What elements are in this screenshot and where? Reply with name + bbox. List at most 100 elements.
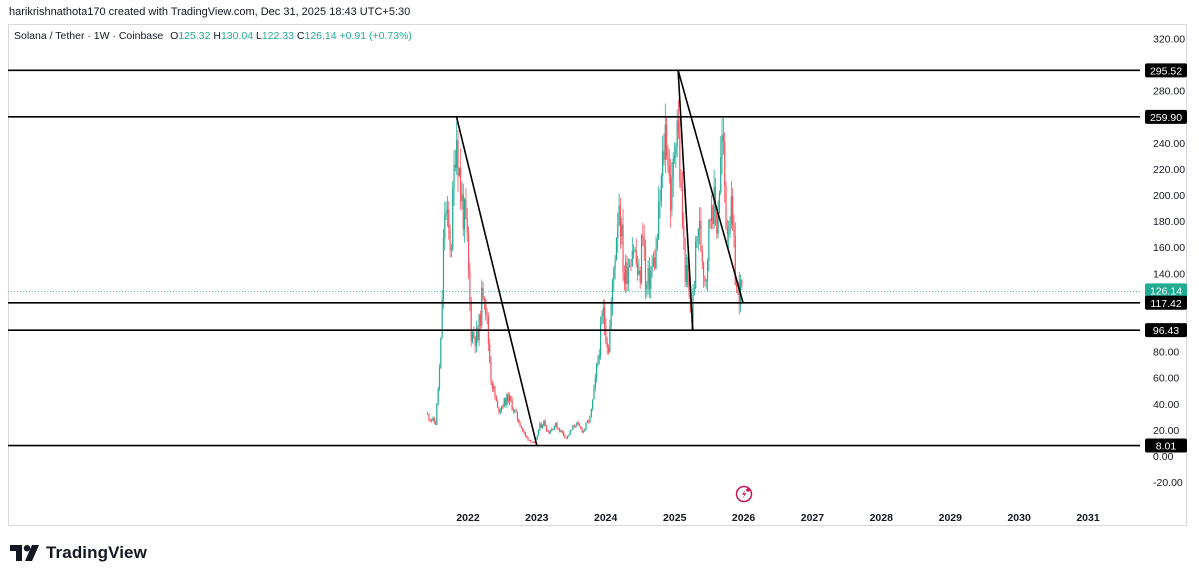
- candle-body: [687, 264, 689, 285]
- candle-body: [722, 134, 724, 142]
- candle-body: [585, 422, 587, 429]
- time-axis[interactable]: 2022 2023 2024 2025 2026 2027 2028 2029 2030 2031: [456, 512, 1100, 524]
- candle-body: [528, 439, 530, 441]
- candle-body: [735, 284, 738, 287]
- candle-body: [726, 228, 728, 235]
- candle-body: [531, 441, 533, 443]
- candle-body: [601, 316, 603, 324]
- candle-body: [475, 328, 478, 346]
- trend-line: [677, 70, 744, 303]
- candle-body: [490, 361, 492, 383]
- candle-body: [697, 228, 699, 237]
- candle-body: [437, 388, 439, 404]
- candle-body: [563, 432, 565, 436]
- open-value: 125.32: [178, 30, 211, 42]
- candle-body: [442, 238, 445, 300]
- candle-body: [460, 168, 462, 202]
- candle-body: [640, 235, 643, 283]
- candle-body: [458, 168, 460, 176]
- candle-body: [516, 411, 519, 420]
- candle-body: [519, 422, 521, 427]
- price-axis[interactable]: -20.00 0.00 20.00 40.00 60.00 80.00 140.00 160.…: [1145, 33, 1187, 489]
- candle-body: [732, 196, 734, 226]
- candle-body: [436, 403, 438, 425]
- candle-body: [584, 428, 586, 431]
- candle-body: [510, 395, 512, 401]
- candle-body: [606, 342, 608, 349]
- candle-body: [631, 251, 633, 266]
- events-icon[interactable]: [735, 485, 753, 503]
- close-label: C: [296, 30, 305, 42]
- x-tick-label: 2026: [732, 512, 756, 524]
- candle-body: [503, 398, 505, 408]
- candle-body: [574, 425, 577, 427]
- candle-body: [539, 423, 541, 430]
- candle-body: [494, 386, 496, 397]
- y-tick-label: 40.00: [1153, 399, 1179, 411]
- tradingview-brand[interactable]: TradingView: [10, 543, 147, 563]
- candle-body: [444, 214, 446, 239]
- candle-body: [560, 430, 562, 432]
- candle-body: [540, 423, 542, 428]
- candle-body: [705, 279, 707, 282]
- candle-body: [577, 422, 579, 424]
- candle-body: [683, 225, 685, 238]
- candle-body: [680, 181, 682, 188]
- candle-body: [655, 247, 657, 269]
- candle-body: [733, 225, 735, 237]
- candle-body: [545, 426, 548, 431]
- candle-body: [701, 250, 703, 263]
- candle-body: [702, 262, 705, 277]
- candle-body: [713, 187, 715, 225]
- candle-body: [602, 307, 604, 317]
- y-tick-label: 80.00: [1153, 347, 1179, 359]
- candle-body: [589, 415, 591, 422]
- candle-body: [603, 307, 606, 327]
- candle-body: [523, 430, 525, 433]
- candle-body: [551, 428, 553, 431]
- horizontal-line-label: 96.43: [1153, 325, 1179, 337]
- candle-body: [559, 428, 561, 432]
- candle-body: [706, 261, 709, 280]
- candle-body: [738, 282, 740, 305]
- candle-body: [684, 237, 686, 282]
- candle-body: [633, 250, 635, 252]
- candle-body: [532, 441, 534, 443]
- horizontal-line-tag: [1145, 323, 1187, 338]
- candle-body: [453, 164, 455, 189]
- candle-body: [515, 410, 517, 412]
- candle-body: [511, 400, 513, 411]
- candle-body: [541, 425, 544, 428]
- candle-body: [734, 236, 736, 285]
- candles: [8, 100, 1140, 444]
- candle-body: [717, 212, 719, 234]
- candle-body: [724, 141, 726, 186]
- y-tick-label: -20.00: [1153, 477, 1183, 489]
- horizontal-line-label: 117.42: [1150, 298, 1181, 310]
- candle-body: [709, 220, 711, 222]
- x-tick-label: 2030: [1007, 512, 1031, 524]
- candle-body: [466, 218, 468, 234]
- candle-body: [556, 422, 558, 429]
- candle-body: [441, 299, 443, 338]
- candle-body: [677, 120, 680, 134]
- candle-body: [718, 192, 721, 213]
- candle-body: [626, 262, 628, 284]
- candle-body: [596, 364, 598, 378]
- horizontal-lines: [8, 69, 1140, 447]
- candle-body: [613, 268, 615, 281]
- candle-body: [638, 270, 640, 275]
- candle-body: [730, 196, 732, 224]
- candle-body: [576, 422, 578, 426]
- candle-body: [696, 236, 698, 242]
- candle-body: [728, 233, 730, 235]
- y-tick-label: 20.00: [1153, 425, 1179, 437]
- candle-body: [605, 326, 607, 343]
- candle-body: [669, 175, 672, 211]
- x-tick-label: 2027: [801, 512, 825, 524]
- candle-body: [667, 155, 669, 167]
- candle-body: [457, 140, 459, 176]
- horizontal-line-tag: [1145, 63, 1187, 78]
- candle-body: [656, 239, 658, 248]
